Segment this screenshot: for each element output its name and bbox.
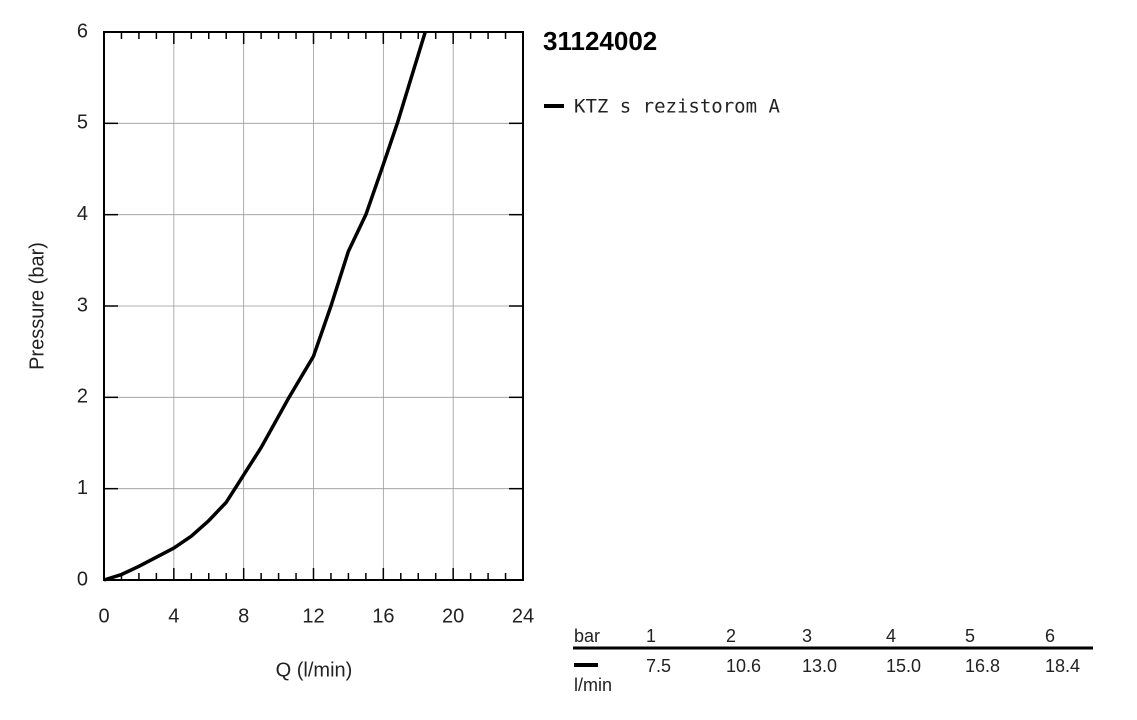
x-tick-label: 16 xyxy=(372,605,394,627)
table-flow: 7.5 xyxy=(646,656,671,676)
plot-frame xyxy=(103,31,524,581)
table-flow: 16.8 xyxy=(965,656,1000,676)
legend-label: KTZ s rezistorom A xyxy=(574,96,780,118)
x-tick-label: 24 xyxy=(512,605,534,627)
table-pressure: 5 xyxy=(965,626,975,646)
x-tick-label: 0 xyxy=(98,605,109,627)
y-tick-label: 0 xyxy=(77,568,88,590)
y-tick-label: 6 xyxy=(77,20,88,42)
table-pressure: 6 xyxy=(1045,626,1055,646)
table-pressure: 2 xyxy=(726,626,736,646)
x-tick-label: 20 xyxy=(442,605,464,627)
y-tick-label: 3 xyxy=(77,294,88,316)
table-flow: 13.0 xyxy=(802,656,837,676)
table-flow: 10.6 xyxy=(726,656,761,676)
x-axis-label: Q (l/min) xyxy=(276,659,353,681)
table-row-label: bar xyxy=(574,626,600,646)
table-flow: 18.4 xyxy=(1045,656,1080,676)
x-tick-label: 8 xyxy=(238,605,249,627)
y-tick-label: 2 xyxy=(77,386,88,408)
y-axis-label: Pressure (bar) xyxy=(26,242,48,370)
table-pressure: 4 xyxy=(886,626,896,646)
table-pressure: 3 xyxy=(802,626,812,646)
chart-title: 31124002 xyxy=(543,26,657,56)
x-tick-label: 4 xyxy=(168,605,179,627)
y-tick-label: 1 xyxy=(77,477,88,499)
x-tick-label: 12 xyxy=(302,605,324,627)
table-unit: l/min xyxy=(574,675,612,695)
data-line xyxy=(103,31,427,582)
table-pressure: 1 xyxy=(646,626,656,646)
table-flow: 15.0 xyxy=(886,656,921,676)
y-tick-label: 4 xyxy=(77,203,88,225)
y-tick-label: 5 xyxy=(77,112,88,134)
